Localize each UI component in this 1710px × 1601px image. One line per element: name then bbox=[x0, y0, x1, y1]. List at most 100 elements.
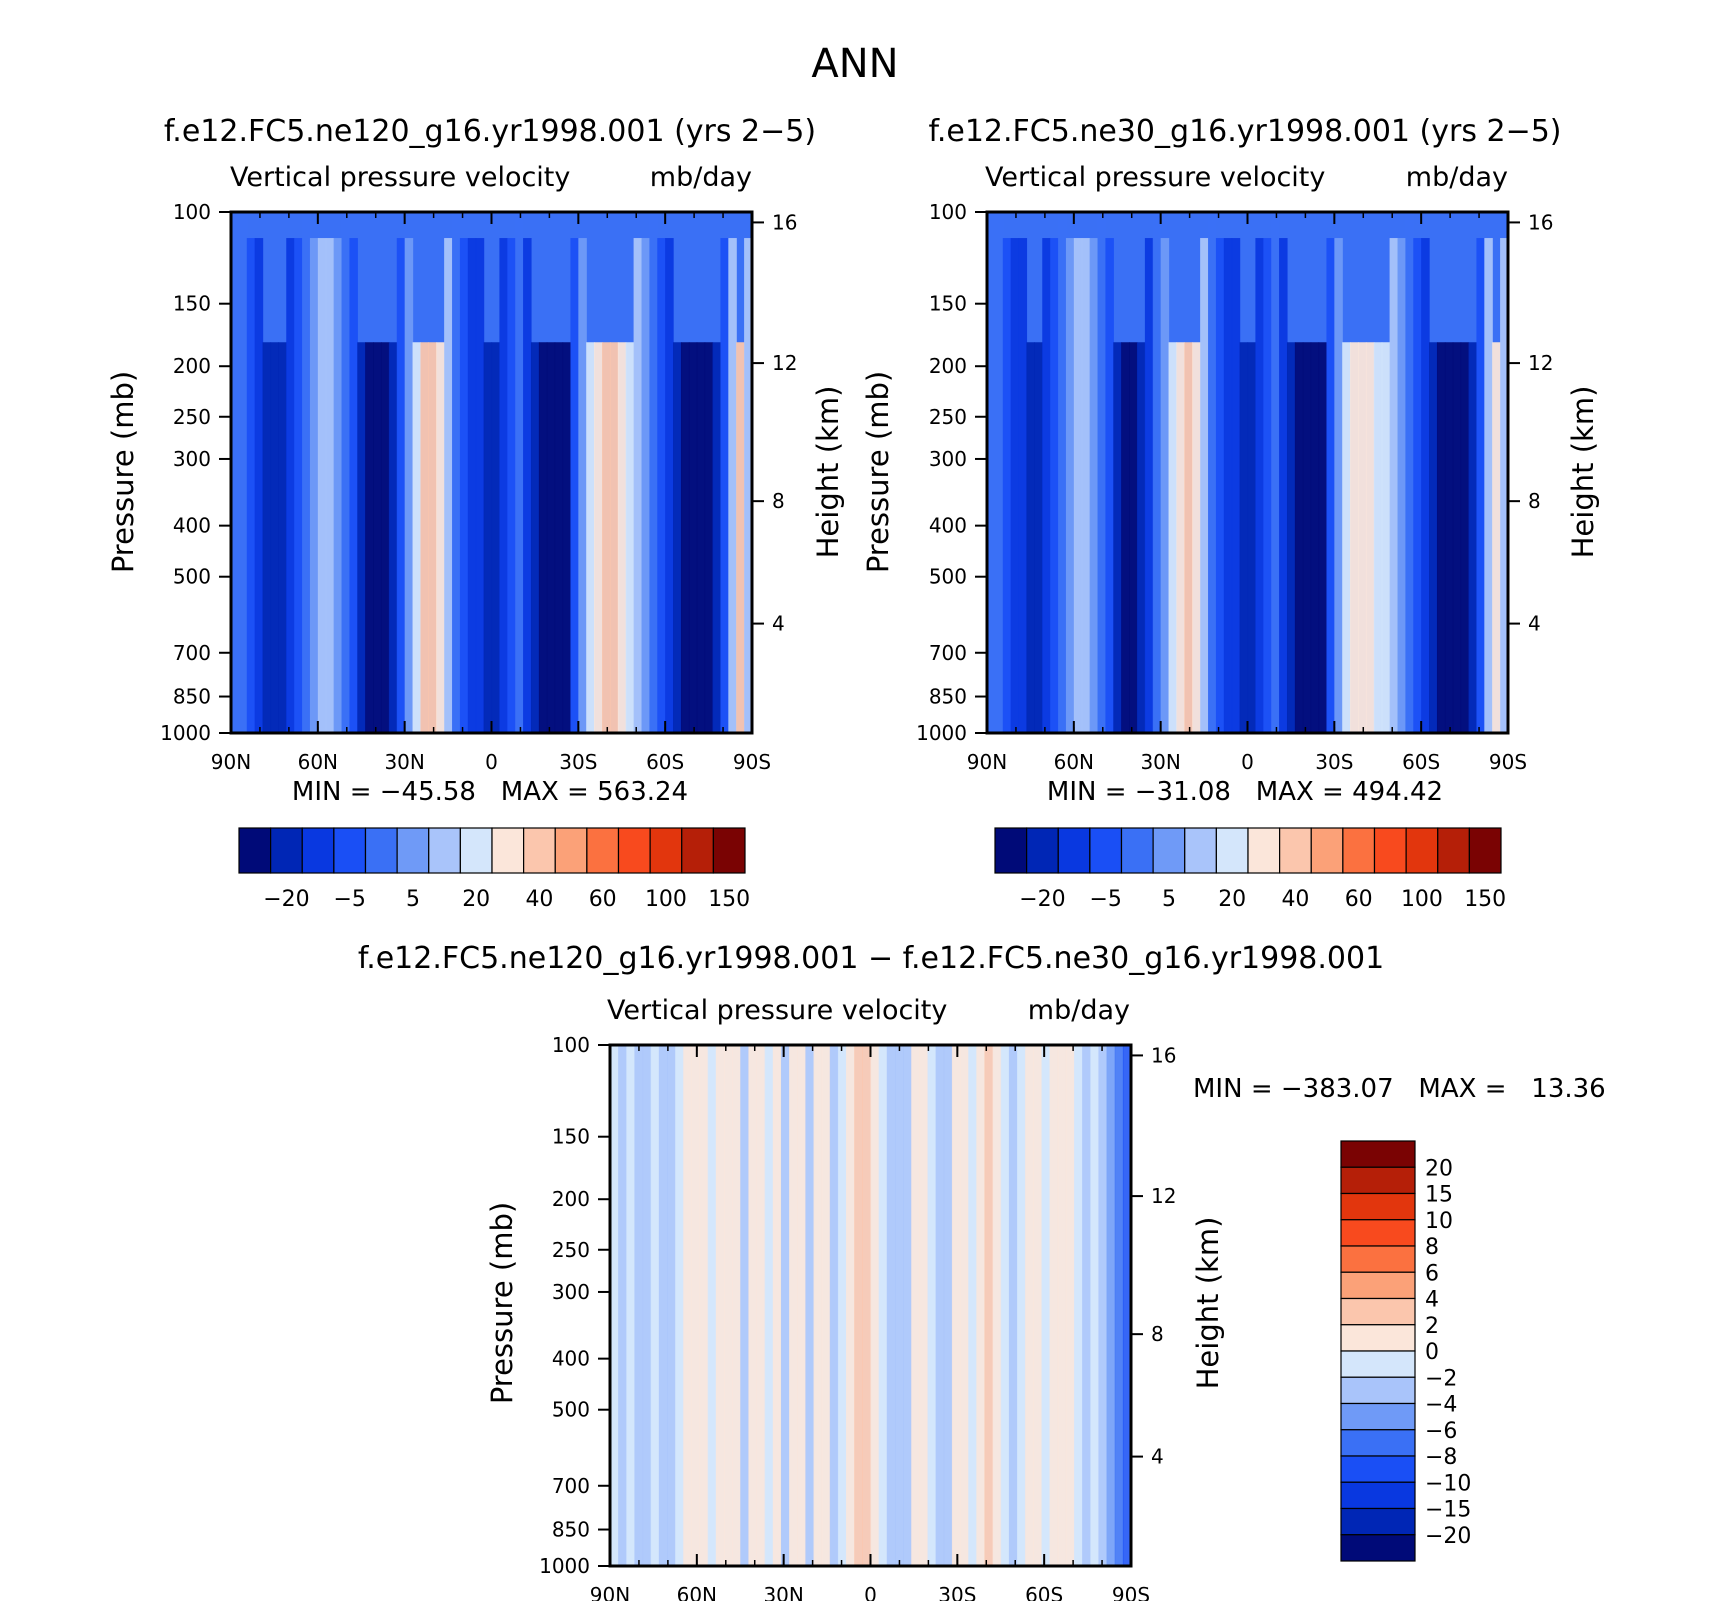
colorbar-box bbox=[1340, 1166, 1416, 1195]
colorbar-box bbox=[1026, 827, 1059, 874]
y-tick-label: 400 bbox=[552, 1347, 590, 1371]
colorbar-label: 40 bbox=[525, 887, 553, 912]
contour-band bbox=[642, 1045, 652, 1566]
contour-band bbox=[475, 238, 485, 734]
contour-band bbox=[1184, 342, 1193, 733]
contour-band bbox=[1073, 238, 1083, 734]
colorbar-box bbox=[1120, 827, 1154, 874]
y-tick-label: 500 bbox=[552, 1398, 590, 1422]
colorbar-box bbox=[238, 827, 272, 874]
contour-band bbox=[1106, 1045, 1116, 1566]
contour-band bbox=[1365, 342, 1375, 733]
contour-band bbox=[1058, 212, 1067, 733]
contour-band bbox=[797, 1045, 806, 1566]
contour-band bbox=[262, 342, 272, 733]
contour-band bbox=[657, 238, 666, 734]
contour-band bbox=[1208, 212, 1217, 733]
colorbar-box bbox=[1340, 1376, 1416, 1405]
colorbar-label: −2 bbox=[1425, 1366, 1457, 1391]
colorbar-box bbox=[586, 827, 620, 874]
contour-band bbox=[302, 212, 311, 733]
colorbar-box bbox=[1342, 827, 1376, 874]
contour-band bbox=[380, 342, 390, 733]
contour-band bbox=[1144, 238, 1154, 734]
contour-band bbox=[554, 342, 564, 733]
contour-band bbox=[1271, 212, 1280, 733]
contour-band bbox=[396, 238, 406, 734]
contour-band bbox=[1397, 238, 1406, 734]
contour-band bbox=[1373, 342, 1383, 733]
y-tick-label: 1000 bbox=[160, 721, 211, 745]
contour-band bbox=[586, 342, 595, 733]
x-tick-label: 0 bbox=[485, 750, 498, 774]
contour-band bbox=[1074, 1045, 1083, 1566]
contour-band bbox=[459, 238, 469, 734]
y-tick-label: 700 bbox=[929, 641, 967, 665]
contour-band bbox=[1294, 342, 1304, 733]
y2-tick-label: 8 bbox=[772, 489, 785, 513]
contour-band bbox=[935, 1045, 945, 1566]
contour-band bbox=[720, 238, 729, 734]
contour-band bbox=[570, 238, 579, 734]
contour-band bbox=[1176, 342, 1185, 733]
y2-tick-label: 4 bbox=[1528, 612, 1541, 636]
colorbar-label: 4 bbox=[1425, 1288, 1439, 1313]
panel-ne120: f.e12.FC5.ne120_g16.yr1998.001 (yrs 2−5)… bbox=[106, 114, 845, 912]
colorbar-box bbox=[1468, 827, 1502, 874]
colorbar-label: 6 bbox=[1425, 1261, 1439, 1286]
contour-band bbox=[634, 1045, 644, 1566]
colorbar-box bbox=[428, 827, 461, 874]
contour-band bbox=[388, 342, 398, 733]
contour-band bbox=[1008, 1045, 1018, 1566]
contour-band bbox=[1215, 238, 1225, 734]
contour-plot: 90N 60N 30N 0 30S 60S 90S 100 150 200 250 300 400 500… bbox=[916, 200, 1553, 774]
colorbar-box bbox=[523, 827, 556, 874]
contour-band bbox=[984, 1045, 994, 1566]
colorbar-box bbox=[396, 827, 430, 874]
colorbar-box bbox=[301, 827, 335, 874]
x-tick-label: 60S bbox=[646, 750, 684, 774]
contour-band bbox=[507, 238, 516, 734]
contour-band bbox=[650, 1045, 660, 1566]
y-tick-label: 500 bbox=[929, 565, 967, 589]
contour-band bbox=[625, 342, 635, 733]
colorbar-label: 20 bbox=[462, 887, 490, 912]
colorbar-box bbox=[364, 827, 398, 874]
minmax-stats: MIN = −383.07 MAX = 13.36 bbox=[1193, 1074, 1606, 1104]
panel-title: f.e12.FC5.ne30_g16.yr1998.001 (yrs 2−5) bbox=[928, 114, 1561, 149]
contour-band bbox=[675, 1045, 684, 1566]
contour-band bbox=[870, 1045, 880, 1566]
contour-band bbox=[333, 238, 343, 734]
colorbar-box bbox=[994, 827, 1028, 874]
contour-band bbox=[878, 1045, 888, 1566]
contour-band bbox=[680, 342, 690, 733]
y-tick-label: 1000 bbox=[916, 721, 967, 745]
contour-band bbox=[1500, 238, 1509, 734]
contour-band bbox=[665, 238, 674, 734]
y-tick-label: 850 bbox=[552, 1518, 590, 1542]
field-label: Vertical pressure velocity bbox=[230, 162, 570, 193]
colorbar-box bbox=[1152, 827, 1186, 874]
contour-band bbox=[911, 1045, 920, 1566]
contour-band bbox=[1247, 342, 1256, 733]
colorbar-box bbox=[1089, 827, 1123, 874]
contour-band bbox=[1310, 342, 1320, 733]
y-tick-label: 500 bbox=[173, 565, 211, 589]
colorbar-label: 40 bbox=[1281, 887, 1309, 912]
contour-band bbox=[491, 342, 500, 733]
x-tick-label: 60N bbox=[1054, 750, 1094, 774]
colorbar-label: 5 bbox=[406, 887, 420, 912]
contour-band bbox=[987, 212, 996, 733]
contour-band bbox=[594, 342, 603, 733]
field-label: Vertical pressure velocity bbox=[985, 162, 1325, 193]
y-tick-label: 200 bbox=[929, 354, 967, 378]
colorbar-label: −8 bbox=[1425, 1445, 1457, 1470]
contour-band bbox=[530, 342, 540, 733]
contour-band bbox=[1105, 238, 1114, 734]
contour-band bbox=[1042, 238, 1051, 734]
contour-band bbox=[704, 342, 714, 733]
colorbar-box bbox=[1340, 1534, 1416, 1562]
colorbar-label: −4 bbox=[1425, 1393, 1457, 1418]
contour-band bbox=[1492, 342, 1501, 733]
contour-band bbox=[673, 342, 682, 733]
